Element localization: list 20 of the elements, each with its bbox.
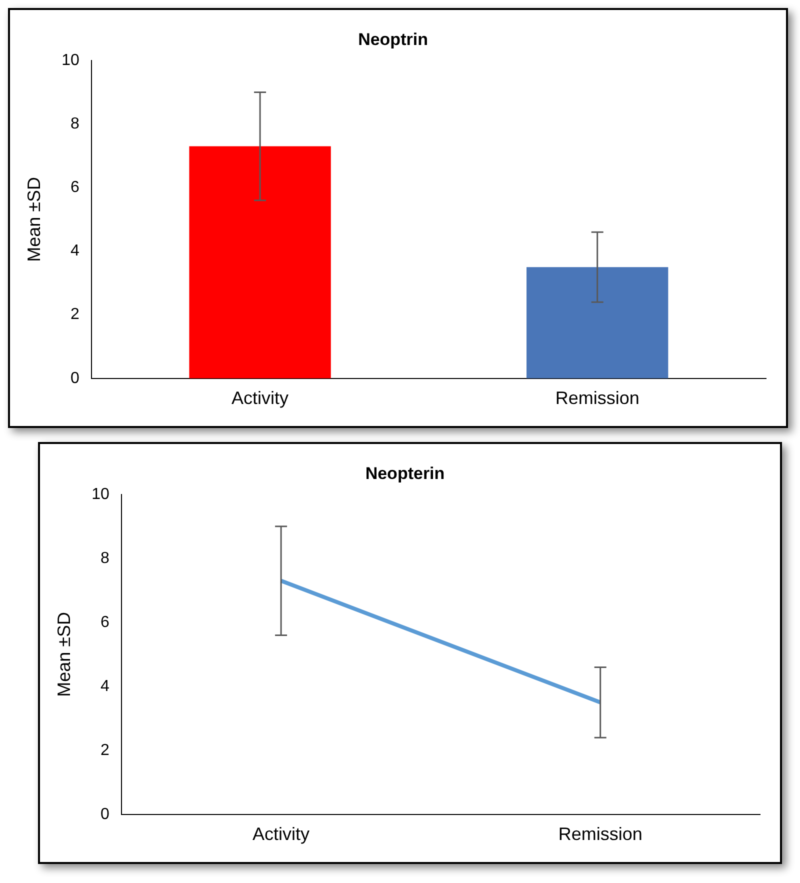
chart-title: Neopterin bbox=[365, 464, 445, 483]
y-tick-label: 6 bbox=[70, 179, 80, 196]
x-tick-label: Remission bbox=[555, 388, 640, 408]
y-axis-title: Mean ±SD bbox=[54, 612, 74, 697]
y-tick-label: 0 bbox=[70, 370, 80, 387]
y-tick-label: 4 bbox=[100, 678, 110, 695]
x-tick-label: Activity bbox=[252, 824, 310, 844]
x-tick-label: Activity bbox=[232, 388, 289, 408]
y-tick-label: 4 bbox=[70, 242, 80, 260]
y-tick-label: 2 bbox=[70, 306, 80, 324]
y-tick-label: 2 bbox=[100, 742, 110, 759]
y-tick-label: 0 bbox=[100, 806, 110, 823]
chart-title: Neoptrin bbox=[358, 30, 428, 49]
y-axis-title: Mean ±SD bbox=[24, 176, 44, 262]
y-tick-label: 10 bbox=[62, 52, 80, 69]
y-tick-label: 8 bbox=[100, 550, 110, 567]
y-tick-label: 6 bbox=[100, 614, 110, 631]
x-tick-label: Remission bbox=[558, 824, 642, 844]
y-tick-label: 8 bbox=[70, 115, 80, 132]
y-tick-label: 10 bbox=[92, 486, 110, 503]
